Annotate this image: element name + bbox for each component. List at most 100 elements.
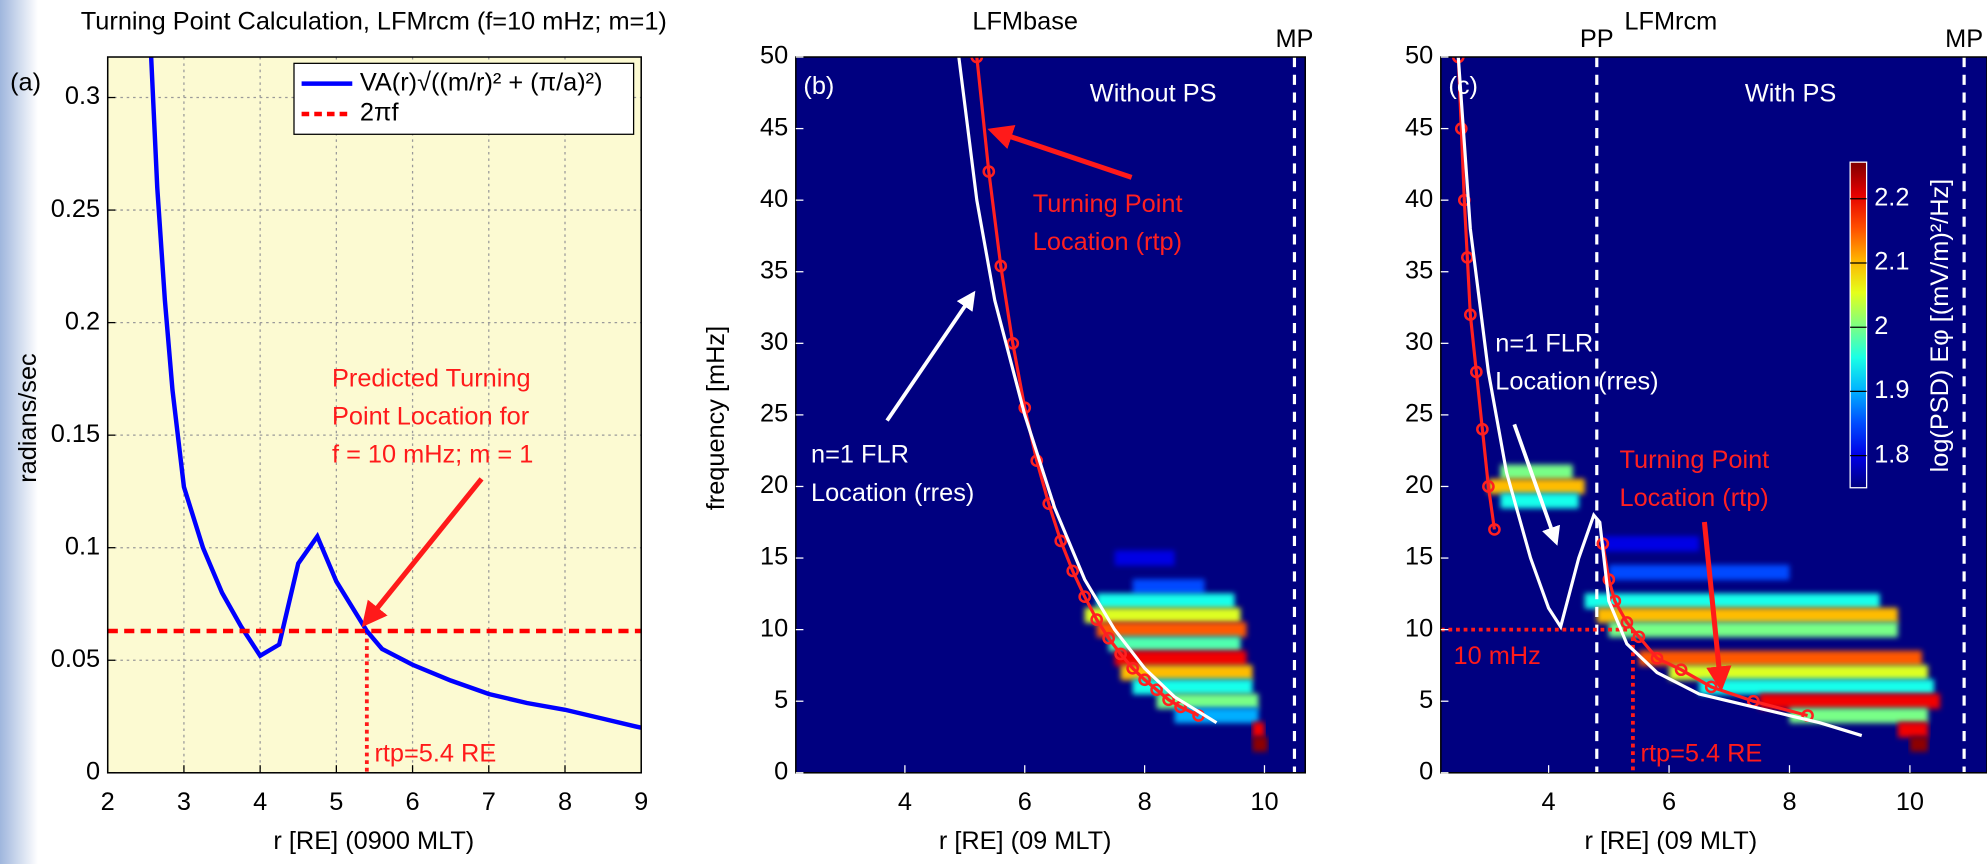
panel-text: With PS <box>1745 80 1836 108</box>
series-point <box>1150 683 1163 697</box>
x-axis-label: r [RE] (0900 MLT) <box>273 827 474 855</box>
arrow <box>987 124 1133 180</box>
annotation: Predicted Turning <box>332 365 531 393</box>
x-tick-label: 10 <box>1896 788 1924 816</box>
x-tick-label: 4 <box>253 788 267 816</box>
y-tick-label: 50 <box>760 42 788 70</box>
series-point <box>1463 308 1477 322</box>
slide-edge <box>0 0 39 864</box>
x-axis-label: r [RE] (09 MLT) <box>1585 827 1758 855</box>
y-axis-label: frequency [mHz] <box>702 326 730 510</box>
x-tick-label: 10 <box>1250 788 1278 816</box>
x-tick-label: 8 <box>1782 788 1796 816</box>
x-tick-label: 3 <box>177 788 191 816</box>
series-point <box>1650 651 1664 665</box>
x-tick-label: 8 <box>558 788 572 816</box>
heat-cell <box>1596 607 1898 623</box>
series-line <box>957 57 1218 725</box>
y-tick-label: 40 <box>1405 185 1433 213</box>
chart-title: Turning Point Calculation, LFMrcm (f=10 … <box>81 7 667 35</box>
y-tick-label: 30 <box>760 328 788 356</box>
heat-cell <box>1156 693 1259 709</box>
series-point <box>1602 573 1616 586</box>
heat-cell <box>1897 722 1928 738</box>
legend-label: 2πf <box>360 99 400 127</box>
chart-title: LFMrcm <box>1624 7 1717 35</box>
series-point <box>1078 590 1092 604</box>
y-tick-label: 0.2 <box>65 307 100 335</box>
boundary-label: PP <box>1580 25 1614 53</box>
series-label: Location (rres) <box>1495 367 1658 395</box>
heat-cell <box>1114 650 1247 666</box>
panel-text: Without PS <box>1090 80 1217 108</box>
series-label: Location (rtp) <box>1620 484 1769 512</box>
series-point <box>1102 631 1115 645</box>
y-tick-label: 15 <box>1405 543 1433 571</box>
colorbar <box>1849 161 1868 489</box>
legend-box <box>293 62 635 135</box>
series-line <box>1456 57 1863 738</box>
panel-label: (a) <box>10 68 41 96</box>
x-tick-label: 4 <box>1542 788 1556 816</box>
series-point <box>1006 336 1020 350</box>
heat-cell <box>1096 622 1247 638</box>
turning-point-label: rtp=5.4 RE <box>374 740 496 768</box>
heat-cell <box>1108 636 1241 652</box>
y-tick-label: 25 <box>760 400 788 428</box>
series-point <box>1482 480 1495 493</box>
x-tick-label: 6 <box>1018 788 1032 816</box>
x-tick-label: 6 <box>406 788 420 816</box>
annotation: f = 10 mHz; m = 1 <box>332 441 533 469</box>
plot-area <box>795 57 1306 773</box>
legend: VA(r)√((m/r)² + (π/a)²) 2πf <box>293 62 635 135</box>
series-point <box>1620 616 1634 629</box>
y-tick-label: 25 <box>1405 400 1433 428</box>
heat-cell <box>1114 550 1175 566</box>
turning-point-label: rtp=5.4 RE <box>1641 740 1763 768</box>
heat-cell <box>1602 536 1700 552</box>
panel: MP Turning Point Location (rtp) n=1 FLR Loca… <box>702 7 1314 855</box>
series-point <box>1066 564 1080 578</box>
x-tick-label: 9 <box>634 788 648 816</box>
x-axis-label: r [RE] (09 MLT) <box>939 827 1112 855</box>
y-tick-label: 0.05 <box>51 645 100 673</box>
series-point <box>994 259 1008 273</box>
series-line <box>148 57 642 730</box>
colorbar-tick-label: 2 <box>1874 312 1888 340</box>
series-label: Turning Point <box>1620 446 1770 474</box>
plot-area <box>1440 57 1987 773</box>
heat-cell <box>1608 564 1790 580</box>
x-tick-label: 7 <box>482 788 496 816</box>
series-point <box>1470 365 1483 379</box>
series-point <box>1114 647 1127 661</box>
boundary-label: MP <box>1275 25 1313 53</box>
y-tick-label: 5 <box>774 686 788 714</box>
series-point <box>1674 663 1688 677</box>
y-axis-label: radians/sec <box>14 353 42 483</box>
series-point <box>1632 630 1646 644</box>
heat-cell <box>1252 736 1268 752</box>
y-tick-label: 0.15 <box>51 420 100 448</box>
colorbar-tick-label: 1.9 <box>1874 376 1909 404</box>
y-tick-label: 0.25 <box>51 195 100 223</box>
series-label: n=1 FLR <box>811 441 909 469</box>
x-tick-label: 6 <box>1662 788 1676 816</box>
series-point <box>1162 693 1175 707</box>
series-point <box>1054 534 1068 548</box>
heat-cell <box>1699 679 1935 695</box>
arrow <box>1701 521 1732 692</box>
panels: rtp=5.4 RE2 3 4 5 6 7 8 900.050.10.150.20.250.3… <box>10 7 1987 855</box>
legend-label: VA(r)√((m/r)² + (π/a)²) <box>360 68 603 96</box>
arrows <box>361 124 1732 692</box>
y-tick-label: 45 <box>1405 113 1433 141</box>
series-label: n=1 FLR <box>1495 329 1593 357</box>
y-tick-label: 10 <box>1405 614 1433 642</box>
boundary-label: MP <box>1945 25 1983 53</box>
y-tick-label: 15 <box>760 543 788 571</box>
x-tick-label: 2 <box>101 788 115 816</box>
series-point <box>970 57 984 64</box>
series-label: Location (rtp) <box>1033 228 1182 256</box>
